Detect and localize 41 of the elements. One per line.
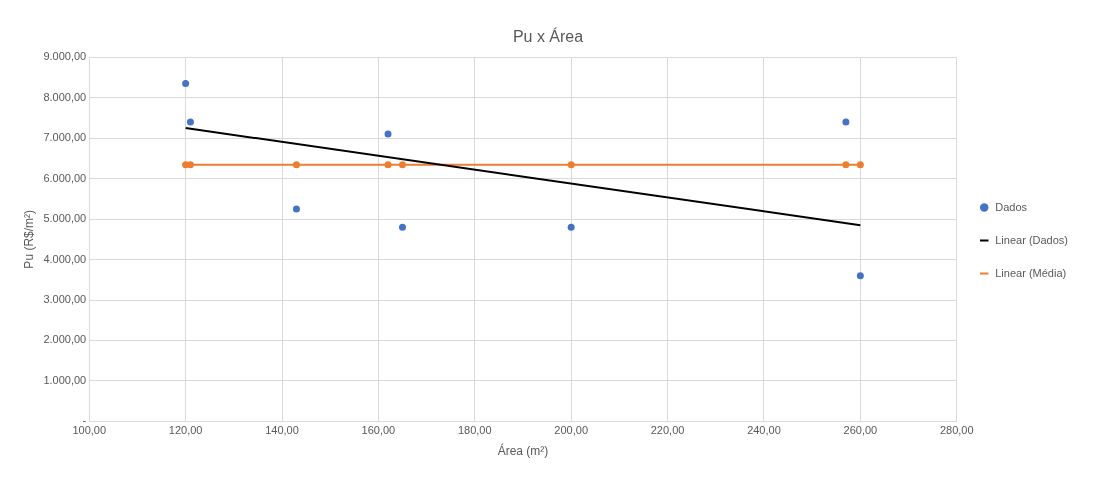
- point: [384, 161, 392, 169]
- y-axis-title: Pu (R$/m²): [21, 209, 36, 269]
- x-tick-label: 180,00: [457, 424, 492, 437]
- x-tick-label: 260,00: [843, 424, 878, 437]
- point: [292, 161, 300, 169]
- legend-label: Dados: [995, 200, 1028, 213]
- point: [856, 272, 864, 280]
- x-tick-label: 120,00: [168, 424, 203, 437]
- point: [856, 161, 864, 169]
- y-tick-label: 6.000,00: [43, 171, 87, 184]
- point: [567, 223, 575, 231]
- legend-label: Linear (Média): [995, 266, 1067, 279]
- y-tick-label: 8.000,00: [43, 90, 87, 103]
- y-tick-label: 7.000,00: [43, 131, 87, 144]
- legend-label: Linear (Dados): [995, 233, 1069, 246]
- y-tick-label: 5.000,00: [43, 212, 87, 225]
- y-tick-label: 2.000,00: [43, 333, 87, 346]
- point: [398, 223, 406, 231]
- x-tick-label: 280,00: [939, 424, 974, 437]
- x-tick-label: 240,00: [747, 424, 781, 437]
- point: [842, 118, 850, 126]
- chart-title: Pu x Área: [512, 27, 584, 46]
- x-tick-label: 220,00: [650, 424, 685, 437]
- y-tick-label: 1.000,00: [43, 373, 87, 386]
- point: [182, 80, 190, 87]
- x-axis-title: Área (m²): [497, 443, 549, 459]
- x-tick-label: 160,00: [361, 424, 396, 437]
- y-tick-label: 9.000,00: [43, 50, 87, 63]
- point: [186, 118, 194, 126]
- point: [842, 161, 850, 169]
- y-tick-label: -: [82, 414, 87, 427]
- y-tick-label: 4.000,00: [43, 252, 87, 265]
- point: [292, 205, 300, 213]
- x-tick-label: 140,00: [265, 424, 299, 437]
- x-tick-label: 100,00: [72, 424, 107, 437]
- point: [186, 161, 194, 169]
- point: [384, 130, 392, 138]
- point: [398, 161, 406, 169]
- point: [567, 161, 575, 169]
- x-tick-label: 200,00: [554, 424, 588, 437]
- y-tick-label: 3.000,00: [43, 293, 87, 306]
